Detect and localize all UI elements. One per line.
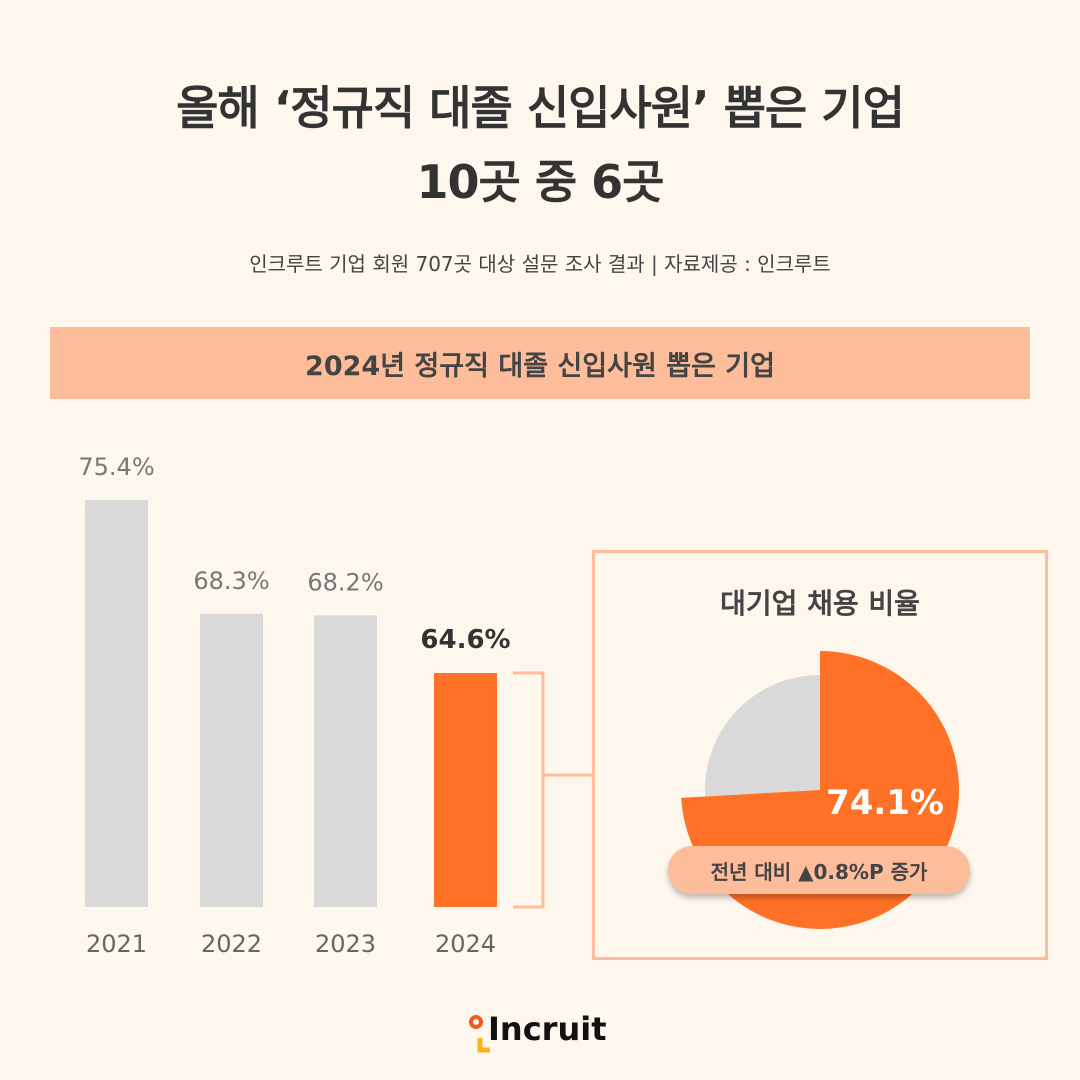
x-tick-2022: 2022 (201, 930, 262, 958)
title-line-2: 10곳 중 6곳 (416, 155, 664, 209)
pie-label: 74.1% (826, 783, 944, 823)
pie-slice-other (705, 675, 820, 797)
data-label-2022: 68.3% (193, 567, 269, 595)
x-tick-2024: 2024 (435, 930, 496, 958)
pie-box (592, 550, 1048, 960)
subtitle: 인크루트 기업 회원 707곳 대상 설문 조사 결과 | 자료제공 : 인크루… (249, 252, 831, 276)
bracket-connector (513, 671, 592, 909)
pie-title: 대기업 채용 비율 (720, 587, 920, 620)
x-tick-2023: 2023 (315, 930, 376, 958)
incruit-logo: Incruit (469, 1010, 607, 1053)
data-label-2021: 75.4% (78, 453, 154, 481)
x-tick-2021: 2021 (86, 930, 147, 958)
change-annotation: 전년 대비 ▲0.8%P 증가 (668, 846, 970, 894)
data-label-2023: 68.2% (307, 568, 383, 596)
bar-2023 (314, 615, 377, 907)
chart-banner: 2024년 정규직 대졸 신입사원 뽑은 기업 (50, 327, 1030, 399)
bar-2022 (200, 613, 263, 907)
data-label-2024: 64.6% (420, 625, 510, 655)
bar-2024 (434, 673, 497, 907)
bar-2021 (85, 500, 148, 907)
logo-mark-icon (469, 1015, 490, 1053)
title-line-1: 올해 ‘정규직 대졸 신입사원’ 뽑은 기업 (176, 81, 905, 135)
logo-text: Incruit (488, 1010, 607, 1048)
